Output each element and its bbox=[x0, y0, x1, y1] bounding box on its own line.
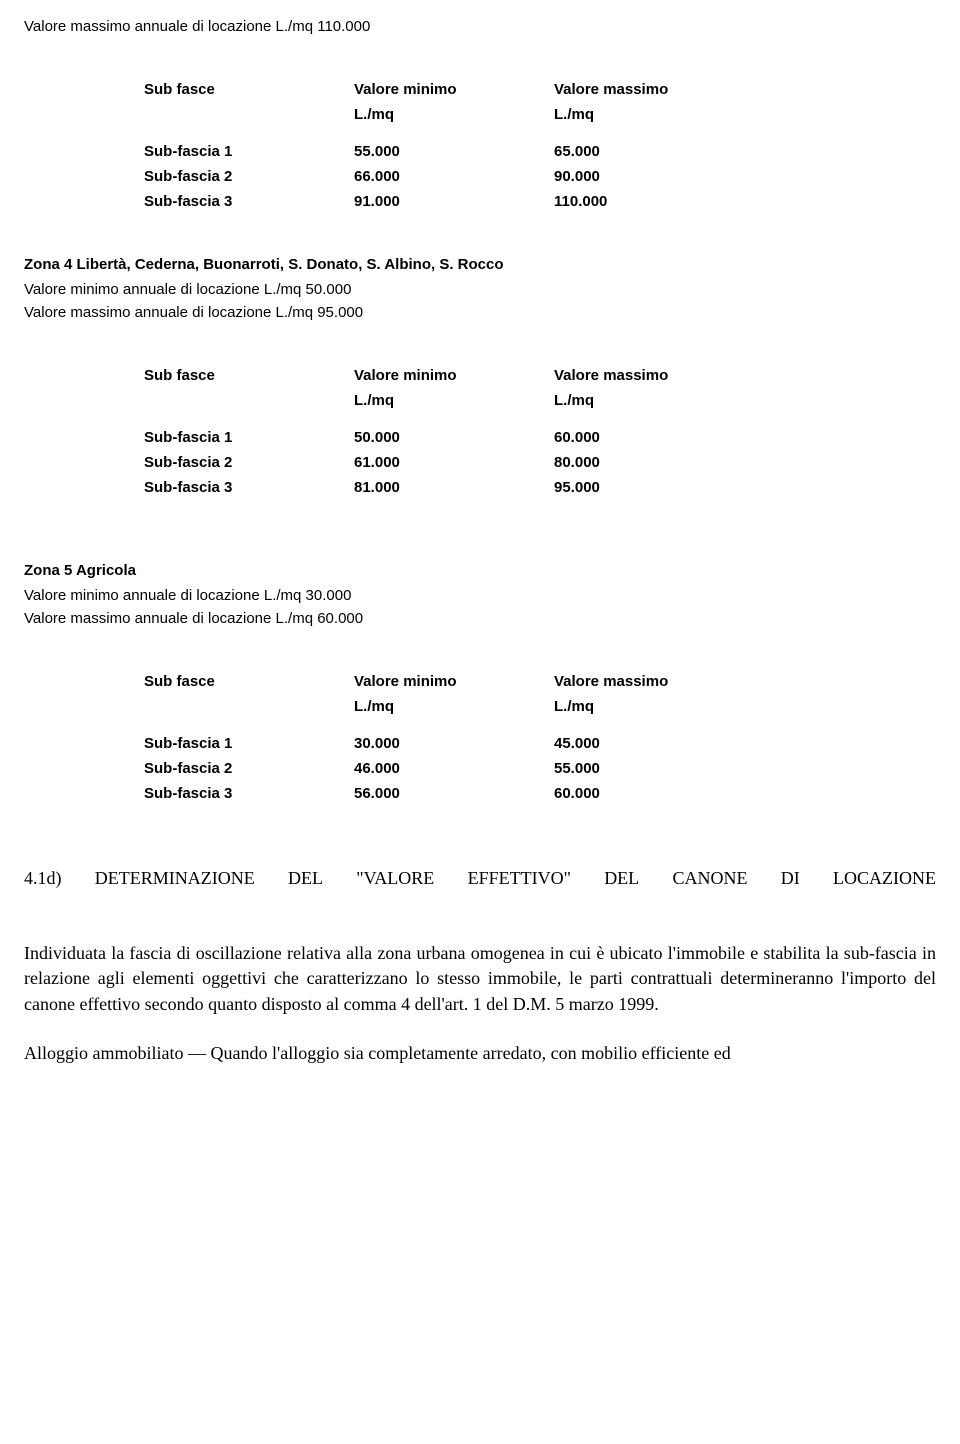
row-max: 110.000 bbox=[554, 189, 754, 214]
row-min: 46.000 bbox=[354, 756, 554, 781]
table-row: Sub-fascia 2 46.000 55.000 bbox=[144, 756, 936, 781]
heading-word: DI bbox=[781, 866, 800, 891]
zone-4-max-text: Valore massimo annuale di locazione L./m… bbox=[24, 302, 936, 323]
row-label: Sub-fascia 1 bbox=[144, 425, 354, 450]
row-max: 60.000 bbox=[554, 781, 754, 806]
row-label: Sub-fascia 1 bbox=[144, 139, 354, 164]
table-unit-min: L./mq bbox=[354, 102, 554, 127]
table-header-subfasce: Sub fasce bbox=[144, 363, 354, 388]
heading-word: EFFETTIVO" bbox=[468, 866, 571, 891]
table-row: Sub-fascia 2 66.000 90.000 bbox=[144, 164, 936, 189]
row-label: Sub-fascia 2 bbox=[144, 756, 354, 781]
table-row: Sub-fascia 1 55.000 65.000 bbox=[144, 139, 936, 164]
top-max-value-line: Valore massimo annuale di locazione L./m… bbox=[24, 16, 936, 37]
row-min: 55.000 bbox=[354, 139, 554, 164]
heading-word: DEL bbox=[288, 866, 323, 891]
row-max: 65.000 bbox=[554, 139, 754, 164]
row-max: 90.000 bbox=[554, 164, 754, 189]
zone-4-min-text: Valore minimo annuale di locazione L./mq… bbox=[24, 279, 936, 300]
row-min: 30.000 bbox=[354, 731, 554, 756]
heading-word: LOCAZIONE bbox=[833, 866, 936, 891]
table-2: Sub fasce Valore minimo Valore massimo L… bbox=[144, 363, 936, 500]
row-max: 45.000 bbox=[554, 731, 754, 756]
table-3: Sub fasce Valore minimo Valore massimo L… bbox=[144, 669, 936, 806]
table-header-subfasce: Sub fasce bbox=[144, 77, 354, 102]
table-header-max: Valore massimo bbox=[554, 77, 754, 102]
row-label: Sub-fascia 2 bbox=[144, 164, 354, 189]
table-unit-min: L./mq bbox=[354, 388, 554, 413]
row-min: 81.000 bbox=[354, 475, 554, 500]
table-header-max: Valore massimo bbox=[554, 363, 754, 388]
table-header-min: Valore minimo bbox=[354, 669, 554, 694]
paragraph-2: Alloggio ammobiliato — Quando l'alloggio… bbox=[24, 1041, 936, 1066]
table-row: Sub-fascia 1 50.000 60.000 bbox=[144, 425, 936, 450]
table-header-subfasce: Sub fasce bbox=[144, 669, 354, 694]
table-unit-min: L./mq bbox=[354, 694, 554, 719]
row-min: 50.000 bbox=[354, 425, 554, 450]
section-4d-heading: 4.1d) DETERMINAZIONE DEL "VALORE EFFETTI… bbox=[24, 866, 936, 891]
zone-5-title: Zona 5 Agricola bbox=[24, 560, 936, 581]
row-min: 61.000 bbox=[354, 450, 554, 475]
row-label: Sub-fascia 3 bbox=[144, 189, 354, 214]
row-label: Sub-fascia 3 bbox=[144, 781, 354, 806]
row-min: 66.000 bbox=[354, 164, 554, 189]
table-1: Sub fasce Valore minimo Valore massimo L… bbox=[144, 77, 936, 214]
row-max: 95.000 bbox=[554, 475, 754, 500]
table-row: Sub-fascia 1 30.000 45.000 bbox=[144, 731, 936, 756]
row-max: 55.000 bbox=[554, 756, 754, 781]
table-header-max: Valore massimo bbox=[554, 669, 754, 694]
table-header-min: Valore minimo bbox=[354, 77, 554, 102]
paragraph-1: Individuata la fascia di oscillazione re… bbox=[24, 941, 936, 1017]
heading-word: DETERMINAZIONE bbox=[95, 866, 255, 891]
row-label: Sub-fascia 1 bbox=[144, 731, 354, 756]
table-header-min: Valore minimo bbox=[354, 363, 554, 388]
heading-word: 4.1d) bbox=[24, 866, 62, 891]
row-min: 56.000 bbox=[354, 781, 554, 806]
zone-5-block: Zona 5 Agricola Valore minimo annuale di… bbox=[24, 560, 936, 629]
zone-4-title: Zona 4 Libertà, Cederna, Buonarroti, S. … bbox=[24, 254, 936, 275]
heading-word: "VALORE bbox=[356, 866, 434, 891]
table-unit-max: L./mq bbox=[554, 694, 754, 719]
table-row: Sub-fascia 3 81.000 95.000 bbox=[144, 475, 936, 500]
heading-word: DEL bbox=[604, 866, 639, 891]
table-row: Sub-fascia 3 91.000 110.000 bbox=[144, 189, 936, 214]
row-max: 80.000 bbox=[554, 450, 754, 475]
row-label: Sub-fascia 2 bbox=[144, 450, 354, 475]
row-label: Sub-fascia 3 bbox=[144, 475, 354, 500]
heading-word: CANONE bbox=[672, 866, 747, 891]
zone-5-min-text: Valore minimo annuale di locazione L./mq… bbox=[24, 585, 936, 606]
table-row: Sub-fascia 3 56.000 60.000 bbox=[144, 781, 936, 806]
zone-4-block: Zona 4 Libertà, Cederna, Buonarroti, S. … bbox=[24, 254, 936, 323]
table-unit-max: L./mq bbox=[554, 388, 754, 413]
row-min: 91.000 bbox=[354, 189, 554, 214]
table-row: Sub-fascia 2 61.000 80.000 bbox=[144, 450, 936, 475]
zone-5-max-text: Valore massimo annuale di locazione L./m… bbox=[24, 608, 936, 629]
table-unit-max: L./mq bbox=[554, 102, 754, 127]
row-max: 60.000 bbox=[554, 425, 754, 450]
